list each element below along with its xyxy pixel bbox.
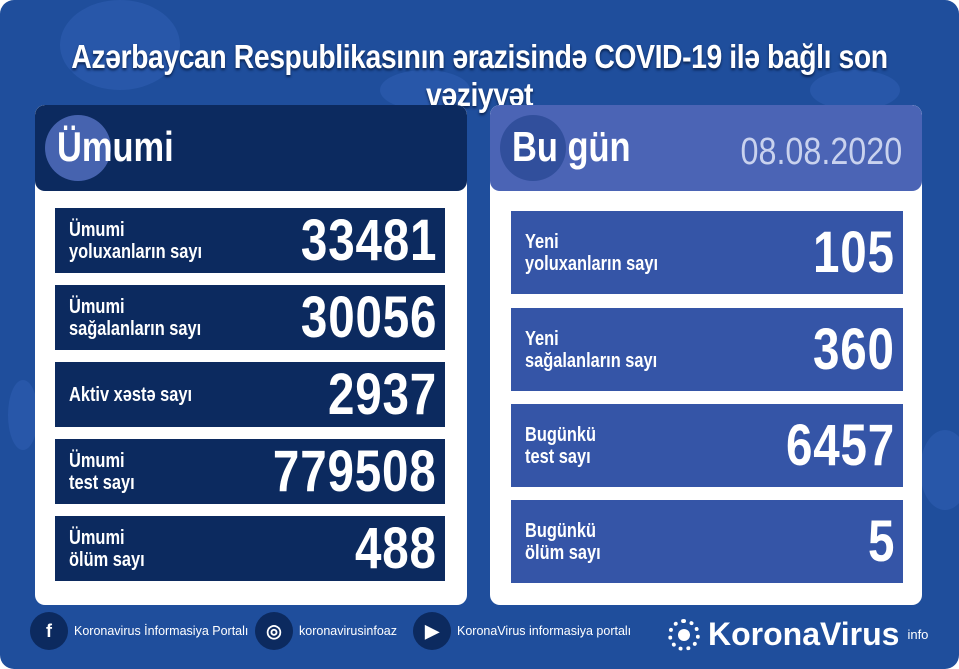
stat-label: Yeni [525, 230, 559, 253]
total-panel: Ümumi Ümumi yoluxanların sayı 33481 Ümumi s… [35, 105, 467, 605]
today-date: 08.08.2020 [740, 131, 902, 173]
stat-label: ölüm sayı [525, 541, 601, 564]
stat-card: Ümumi yoluxanların sayı 33481 [55, 208, 445, 273]
youtube-label: KoronaVirus informasiya portalı [457, 624, 632, 638]
stat-card: Bugünkü ölüm sayı 5 [511, 500, 903, 583]
stat-label: Yeni [525, 327, 559, 350]
virus-decoration [380, 70, 470, 110]
today-heading: Bu gün [512, 123, 631, 170]
facebook-label: Koronavirus İnformasiya Portalı [74, 624, 249, 638]
total-heading: Ümumi [57, 123, 174, 170]
stat-value: 105 [813, 220, 895, 285]
facebook-icon: f [30, 612, 68, 650]
stat-card: Yeni yoluxanların sayı 105 [511, 211, 903, 294]
stat-label: Ümumi [69, 295, 125, 318]
total-header: Ümumi [35, 105, 467, 191]
stat-label: yoluxanların sayı [525, 252, 659, 275]
virus-decoration [810, 70, 900, 110]
stat-card: Ümumi sağalanların sayı 30056 [55, 285, 445, 350]
stat-label: test sayı [525, 445, 591, 468]
virus-icon [45, 115, 111, 181]
stat-card: Ümumi ölüm sayı 488 [55, 516, 445, 581]
instagram-label: koronavirusinfoaz [299, 624, 397, 638]
instagram-link[interactable]: ◎ koronavirusinfoaz [255, 612, 397, 650]
stat-value: 360 [813, 317, 895, 382]
stat-label: Ümumi [69, 449, 125, 472]
stat-label: Ümumi [69, 526, 125, 549]
stat-card: Yeni sağalanların sayı 360 [511, 308, 903, 391]
stat-value: 779508 [273, 439, 437, 504]
stat-value: 2937 [327, 362, 437, 427]
stat-label: Bugünkü [525, 423, 597, 446]
virus-icon [500, 115, 566, 181]
stat-value: 5 [867, 509, 895, 574]
stat-label: yoluxanların sayı [69, 240, 203, 263]
stat-label: sağalanların sayı [525, 349, 658, 372]
virus-decoration [920, 430, 959, 510]
stat-card: Bugünkü test sayı 6457 [511, 404, 903, 487]
stat-label: Bugünkü [525, 519, 597, 542]
today-header: Bu gün 08.08.2020 [490, 105, 922, 191]
youtube-link[interactable]: ▶ KoronaVirus informasiya portalı [413, 612, 631, 650]
virus-decoration [8, 380, 38, 450]
stat-label: Ümumi [69, 218, 125, 241]
youtube-icon: ▶ [413, 612, 451, 650]
stat-label: Aktiv xəstə sayı [69, 383, 193, 406]
stat-value: 33481 [300, 208, 437, 273]
sun-logo-icon [668, 618, 700, 651]
brand-sup: info [907, 627, 929, 642]
virus-decoration [60, 0, 180, 90]
facebook-link[interactable]: f Koronavirus İnformasiya Portalı [30, 612, 248, 650]
stat-label: sağalanların sayı [69, 317, 202, 340]
brand-logo: KoronaVirus info [668, 616, 928, 653]
stat-value: 6457 [785, 413, 895, 478]
stat-value: 488 [355, 516, 437, 581]
stat-card: Aktiv xəstə sayı 2937 [55, 362, 445, 427]
stat-value: 30056 [300, 285, 437, 350]
page-title: Azərbaycan Respublikasının ərazisində CO… [71, 38, 888, 113]
footer: f Koronavirus İnformasiya Portalı ◎ korona… [0, 612, 959, 658]
brand-name: KoronaVirus [708, 616, 900, 652]
instagram-icon: ◎ [255, 612, 293, 650]
today-panel: Bu gün 08.08.2020 Yeni yoluxanların sayı 1… [490, 105, 922, 605]
stat-label: ölüm sayı [69, 548, 145, 571]
stat-label: test sayı [69, 471, 135, 494]
stat-card: Ümumi test sayı 779508 [55, 439, 445, 504]
